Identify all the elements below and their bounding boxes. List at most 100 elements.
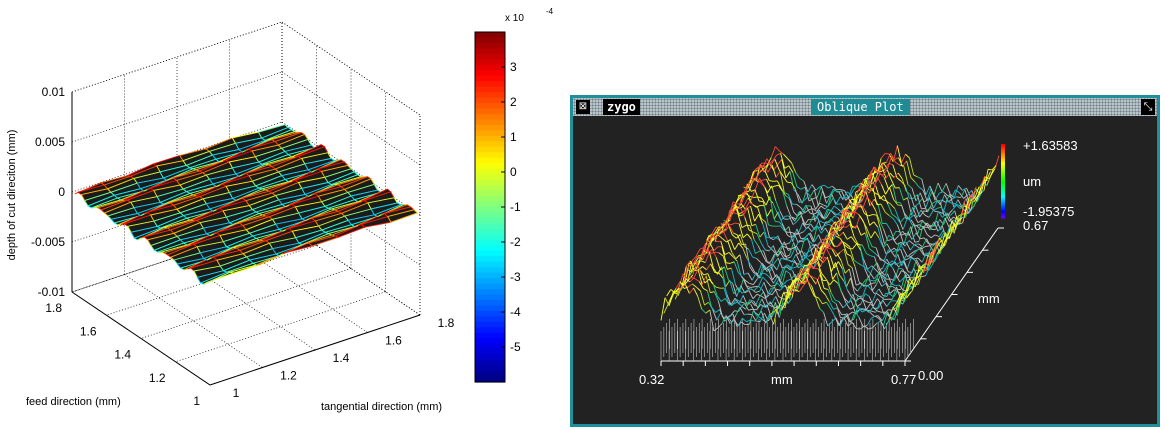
- profile-segment: [858, 295, 863, 299]
- colorbar-band: [475, 201, 505, 208]
- profile-segment: [774, 184, 779, 187]
- profile-segment: [715, 251, 720, 254]
- profile-segment: [884, 211, 890, 216]
- profile-segment: [813, 234, 819, 243]
- profile-segment: [853, 295, 859, 308]
- x-tick-label: 0.77: [891, 372, 916, 387]
- profile-segment: [835, 262, 840, 276]
- profile-segment: [735, 196, 741, 203]
- profile-segment: [920, 266, 926, 269]
- profile-segment: [844, 220, 850, 224]
- profile-segment: [749, 266, 755, 274]
- profile-segment: [809, 287, 815, 297]
- profile-segment: [930, 234, 936, 239]
- profile-segment: [826, 301, 831, 309]
- profile-segment: [817, 217, 823, 231]
- profile-segment: [807, 226, 813, 232]
- profile-segment: [722, 277, 728, 295]
- profile-segment: [693, 265, 698, 270]
- colorbar-band: [1001, 212, 1005, 215]
- profile-segment: [777, 275, 783, 287]
- profile-segment: [869, 199, 875, 207]
- profile-segment: [727, 240, 733, 253]
- profile-segment: [755, 250, 760, 254]
- profile-segment: [853, 259, 859, 264]
- profile-segment: [756, 304, 762, 311]
- profile-segment: [676, 287, 682, 292]
- profile-segment: [721, 246, 727, 263]
- profile-segment: [927, 203, 933, 213]
- profile-segment: [886, 169, 892, 180]
- profile-segment: [694, 260, 700, 265]
- profile-segment: [770, 253, 775, 263]
- profile-segment: [856, 303, 862, 307]
- profile-segment: [792, 245, 797, 249]
- profile-segment: [925, 252, 931, 256]
- window-menu-icon[interactable]: ⊠: [576, 100, 590, 114]
- profile-segment: [866, 253, 871, 257]
- profile-segment: [942, 200, 948, 214]
- profile-segment: [871, 315, 876, 319]
- profile-segment: [920, 263, 926, 268]
- profile-segment: [674, 290, 680, 300]
- profile-segment: [896, 293, 902, 303]
- profile-segment: [829, 188, 834, 197]
- profile-segment: [821, 273, 827, 279]
- profile-segment: [931, 201, 937, 205]
- profile-segment: [841, 268, 847, 287]
- profile-segment: [864, 187, 870, 194]
- profile-segment: [762, 178, 767, 181]
- profile-segment: [722, 238, 727, 243]
- profile-segment: [754, 177, 760, 190]
- profile-segment: [922, 238, 927, 248]
- profile-segment: [764, 266, 769, 270]
- profile-segment: [842, 232, 848, 240]
- profile-segment: [878, 271, 884, 283]
- profile-segment: [855, 242, 860, 246]
- profile-segment: [951, 220, 957, 229]
- profile-segment: [896, 270, 902, 279]
- profile-segment: [913, 223, 919, 235]
- colorbar-tick-label: 3: [510, 60, 517, 74]
- profile-segment: [765, 162, 770, 165]
- profile-segment: [767, 185, 773, 193]
- profile-segment: [956, 196, 961, 199]
- profile-segment: [819, 274, 825, 289]
- profile-segment: [952, 216, 958, 232]
- profile-segment: [871, 292, 877, 303]
- profile-segment: [742, 317, 747, 323]
- profile-segment: [891, 283, 896, 286]
- profile-segment: [906, 292, 912, 299]
- profile-segment: [900, 275, 906, 290]
- profile-segment: [765, 196, 771, 206]
- resize-icon[interactable]: ⤡: [1141, 99, 1155, 115]
- profile-segment: [780, 215, 786, 221]
- colorbar-band: [475, 250, 505, 257]
- profile-segment: [795, 277, 800, 280]
- profile-segment: [788, 215, 794, 225]
- profile-segment: [871, 282, 876, 284]
- profile-segment: [812, 225, 818, 243]
- profile-segment: [777, 257, 783, 269]
- profile-segment: [771, 296, 777, 304]
- profile-segment: [924, 214, 930, 218]
- profile-segment: [736, 298, 741, 303]
- profile-segment: [811, 256, 817, 264]
- profile-segment: [755, 272, 761, 279]
- profile-segment: [902, 290, 908, 305]
- profile-segment: [945, 193, 951, 203]
- profile-segment: [827, 289, 833, 302]
- profile-segment: [866, 171, 872, 186]
- profile-segment: [791, 253, 797, 263]
- profile-segment: [746, 302, 752, 305]
- profile-segment: [685, 278, 691, 283]
- profile-segment: [907, 217, 913, 226]
- profile-segment: [816, 250, 822, 255]
- profile-segment: [842, 208, 847, 213]
- colorbar-band: [1001, 149, 1005, 152]
- profile-segment: [847, 322, 853, 327]
- profile-segment: [752, 176, 758, 181]
- profile-segment: [901, 178, 907, 192]
- profile-segment: [837, 261, 843, 270]
- window-titlebar[interactable]: ⊠ zygo Oblique Plot ⤡: [573, 98, 1157, 116]
